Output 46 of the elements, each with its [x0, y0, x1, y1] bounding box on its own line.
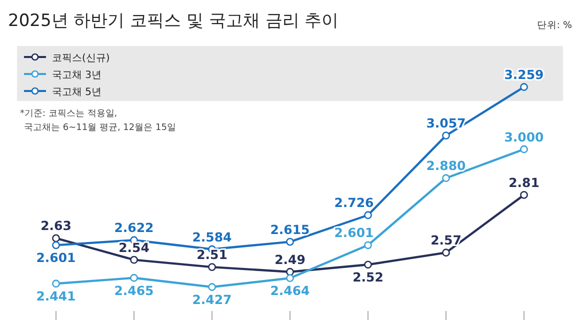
data-label: 2.63 [40, 218, 72, 234]
legend-label: 코픽스(신규) [52, 53, 110, 64]
legend-label: 국고채 3년 [52, 70, 102, 81]
text: 단위: % [536, 20, 572, 31]
data-label: 2.57 [430, 232, 462, 248]
data-label: 2.81 [508, 174, 540, 190]
data-label: 3.259 [504, 67, 544, 82]
data-label: 2.726 [334, 195, 374, 210]
chart-title: 2025년 하반기 코픽스 및 국고채 금리 추이 [8, 11, 339, 31]
point [520, 145, 528, 154]
data-label: 2.615 [270, 222, 310, 237]
point [286, 238, 294, 246]
point [442, 248, 450, 257]
data-label: 2.427 [192, 292, 232, 307]
data-label: 2.465 [114, 282, 154, 298]
point [442, 174, 450, 182]
data-label: 2.51 [196, 247, 228, 262]
data-label: 2.52 [352, 270, 384, 285]
data-label: 2.441 [36, 288, 76, 304]
point [52, 280, 60, 288]
point [520, 83, 528, 91]
data-label: 2.601 [334, 225, 374, 240]
point [130, 274, 138, 282]
point [364, 260, 372, 269]
data-label: 2.54 [118, 240, 150, 255]
annotation: *기준: 코픽스는 적용일, 국고채는 6~11월 평균, 12월은 15일 [20, 109, 176, 133]
point [52, 234, 60, 242]
point [364, 211, 372, 220]
point [286, 268, 294, 276]
point [130, 256, 138, 264]
point [52, 241, 60, 250]
data-label: 2.464 [270, 283, 310, 298]
point [208, 283, 216, 291]
point [442, 132, 450, 140]
point [364, 241, 372, 250]
data-label: 2.622 [114, 220, 154, 236]
data-label: 2.601 [36, 250, 76, 266]
data-label: 2.880 [426, 158, 466, 174]
point [286, 274, 294, 282]
point [520, 190, 528, 199]
data-label: 2.584 [192, 229, 232, 244]
data-label: 3.000 [504, 129, 544, 144]
point [208, 263, 216, 271]
data-label: 2.49 [274, 252, 306, 267]
legend-label: 국고채 5년 [52, 87, 102, 98]
data-label: 3.057 [426, 116, 466, 131]
